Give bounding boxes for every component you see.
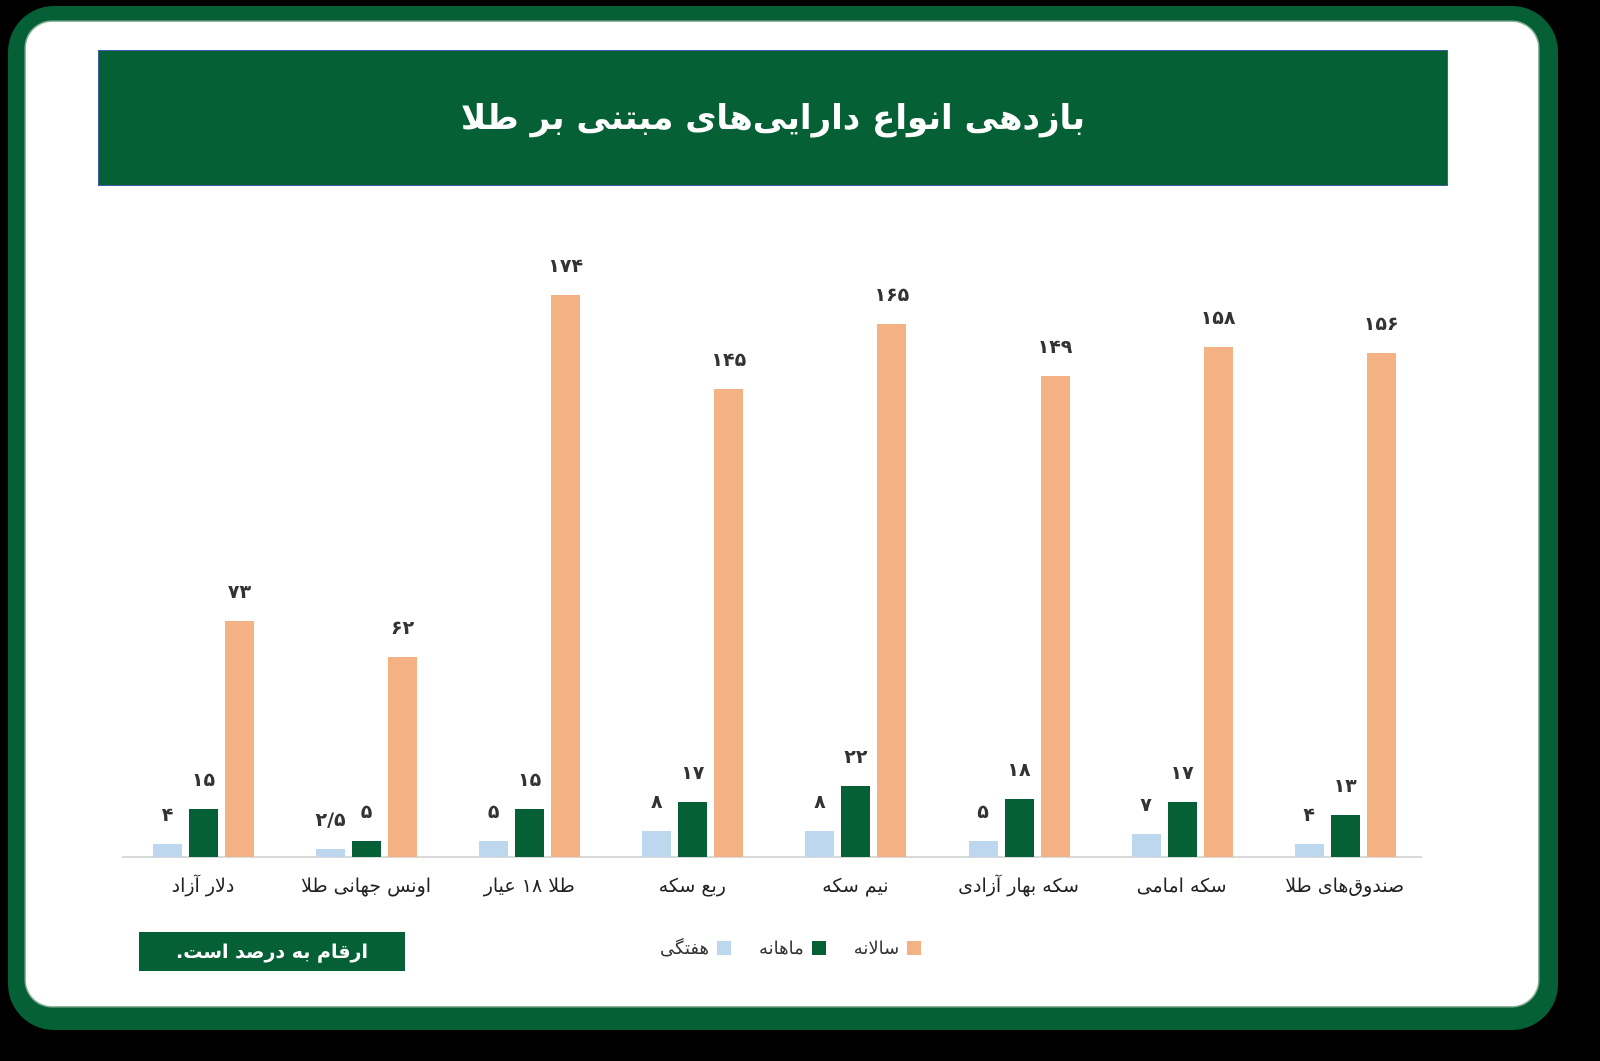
bar-yearly (1366, 353, 1396, 857)
legend-swatch-monthly (811, 941, 826, 955)
bar-weekly (1131, 834, 1161, 857)
data-label-monthly: ۱۳ (1333, 775, 1357, 797)
data-label-monthly: ۱۵ (191, 768, 216, 791)
legend-label: ماهانه (758, 937, 804, 959)
unit-note: ارقام به درصد است. (139, 932, 405, 971)
data-label-yearly: ۱۵۶ (1363, 313, 1399, 336)
legend-label: هفتگی (660, 937, 709, 959)
category-label: سکه امامی (1136, 875, 1227, 897)
data-label-monthly: ۱۵ (518, 768, 542, 791)
data-label-weekly: ۵ (487, 800, 500, 823)
bar-monthly (841, 785, 871, 857)
bar-weekly (805, 831, 835, 857)
legend-swatch-yearly (907, 941, 922, 955)
bar-monthly (1330, 815, 1360, 857)
data-label-monthly: ۲۲ (844, 745, 868, 768)
legend: سالانه ماهانه هفتگی (660, 934, 922, 962)
bar-monthly (352, 840, 382, 857)
data-label-yearly: ۶۲ (390, 616, 415, 639)
data-label-weekly: ۲/۵ (315, 808, 346, 831)
bar-yearly (1203, 346, 1233, 857)
data-label-yearly: ۱۵۸ (1200, 306, 1236, 329)
x-axis-line (122, 856, 1422, 858)
bar-monthly (678, 802, 708, 857)
chart-title: بازدهی انواع دارایی‌های مبتنی بر طلا (460, 98, 1086, 138)
bar-yearly (1040, 375, 1070, 857)
bar-monthly (189, 808, 218, 857)
data-label-yearly: ۱۶۵ (874, 284, 910, 307)
bar-monthly (1167, 802, 1197, 857)
data-label-yearly: ۷۳ (227, 581, 252, 604)
data-label-yearly: ۱۴۹ (1037, 335, 1073, 358)
bar-monthly (515, 808, 545, 857)
data-label-monthly: ۱۸ (1007, 758, 1031, 781)
data-label-weekly: ۴ (1303, 804, 1315, 827)
bar-weekly (316, 848, 346, 857)
bar-yearly (551, 294, 581, 857)
bar-yearly (388, 656, 418, 857)
legend-label: سالانه (853, 937, 900, 959)
bar-yearly (714, 388, 744, 857)
category-label: نیم سکه (822, 875, 889, 897)
category-label: طلا ۱۸ عیار (483, 875, 575, 897)
bar-weekly (479, 840, 509, 857)
bar-weekly (1294, 844, 1324, 857)
category-label: ربع سکه (658, 875, 726, 897)
data-label-weekly: ۸ (650, 791, 663, 814)
data-label-yearly: ۱۴۵ (711, 348, 747, 371)
legend-item-weekly: هفتگی (660, 938, 731, 959)
bar-weekly (153, 844, 182, 857)
category-label: سکه بهار آزادی (958, 875, 1079, 897)
data-label-weekly: ۷ (1140, 794, 1152, 817)
data-label-monthly: ۱۷ (1170, 762, 1194, 785)
data-label-monthly: ۱۷ (681, 762, 705, 785)
category-label: صندوق‌های طلا (1285, 875, 1405, 897)
legend-item-monthly: ماهانه (759, 938, 826, 959)
chart-card (26, 22, 1538, 1006)
category-label: دلار آزاد (171, 875, 235, 897)
data-label-weekly: ۴ (161, 804, 174, 827)
bar-weekly (968, 840, 998, 857)
legend-swatch-weekly (716, 941, 731, 955)
title-banner: بازدهی انواع دارایی‌های مبتنی بر طلا (98, 50, 1448, 186)
category-label: اونس جهانی طلا (301, 875, 432, 897)
legend-item-yearly: سالانه (854, 938, 922, 959)
bar-yearly (877, 324, 907, 857)
bar-monthly (1004, 798, 1034, 857)
data-label-monthly: ۵ (360, 800, 373, 823)
data-label-yearly: ۱۷۴ (548, 254, 584, 277)
bar-weekly (642, 831, 672, 857)
data-label-weekly: ۵ (977, 800, 989, 823)
bar-yearly (225, 621, 254, 857)
data-label-weekly: ۸ (814, 791, 826, 814)
